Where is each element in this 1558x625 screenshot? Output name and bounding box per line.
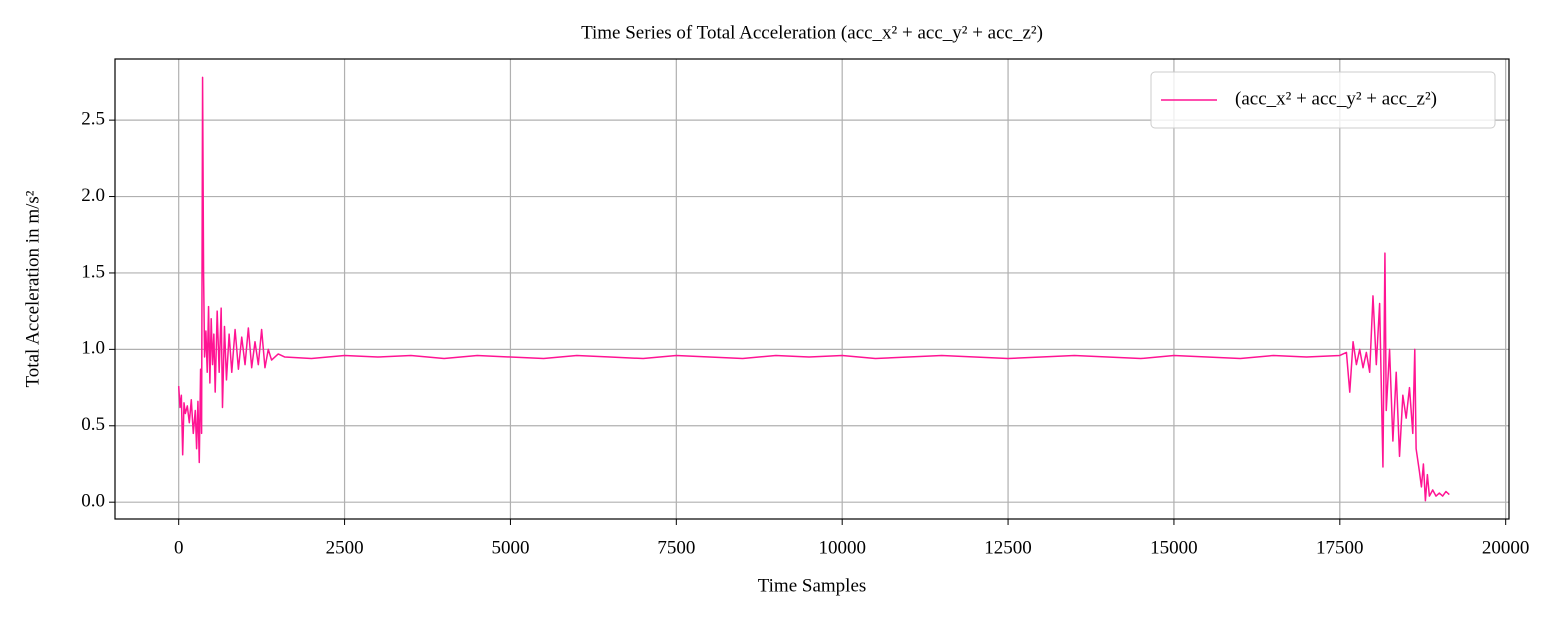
x-tick-label: 7500 — [657, 537, 695, 558]
y-tick-label: 0.0 — [81, 491, 105, 512]
legend-label: (acc_x² + acc_y² + acc_z²) — [1235, 88, 1437, 109]
chart-title: Time Series of Total Acceleration (acc_x… — [581, 22, 1043, 43]
x-tick-label: 17500 — [1316, 537, 1364, 558]
x-axis-label: Time Samples — [758, 575, 867, 596]
x-tick-label: 5000 — [491, 537, 529, 558]
y-tick-label: 1.5 — [81, 261, 105, 282]
y-tick-label: 2.0 — [81, 185, 105, 206]
x-tick-label: 0 — [174, 537, 184, 558]
x-tick-label: 15000 — [1150, 537, 1198, 558]
y-tick-label: 2.5 — [81, 108, 105, 129]
x-tick-label: 2500 — [326, 537, 364, 558]
x-tick-label: 12500 — [984, 537, 1032, 558]
data-line — [177, 76, 1450, 502]
y-tick-label: 0.5 — [81, 414, 105, 435]
x-tick-label: 20000 — [1482, 537, 1530, 558]
x-tick-label: 10000 — [818, 537, 866, 558]
y-tick-label: 1.0 — [81, 338, 105, 359]
plot-frame — [114, 58, 1510, 520]
y-axis-label: Total Acceleration in m/s² — [22, 190, 43, 387]
legend-box — [1150, 71, 1496, 129]
